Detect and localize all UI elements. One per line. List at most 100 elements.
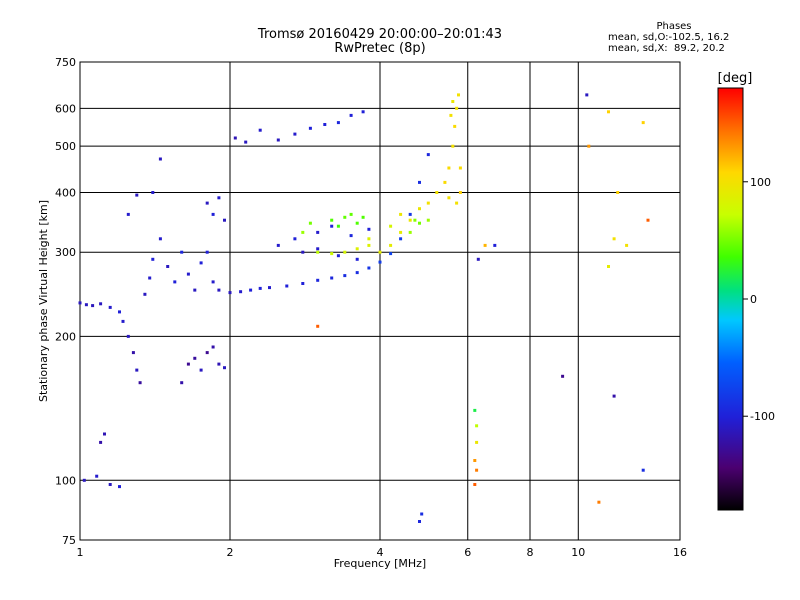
data-point-o-mode: [211, 212, 215, 216]
data-point-x-mode: [483, 243, 487, 247]
data-point-o-mode: [493, 243, 497, 247]
data-point-o-mode: [217, 196, 221, 200]
y-tick-label: 750: [55, 56, 76, 69]
data-point-x-mode: [625, 243, 629, 247]
data-point-x-mode: [330, 252, 334, 256]
data-point-x-mode: [301, 230, 305, 234]
data-point-o-mode: [233, 136, 237, 140]
x-axis-label: Frequency [MHz]: [334, 557, 426, 570]
x-tick-label: 8: [527, 546, 534, 559]
data-point-x-mode: [389, 224, 393, 228]
data-point-o-mode: [95, 474, 99, 478]
data-point-x-mode: [451, 100, 455, 103]
data-point-o-mode: [349, 113, 353, 117]
data-point-o-mode: [78, 301, 82, 305]
data-point-x-mode: [616, 191, 620, 194]
data-point-o-mode: [378, 260, 382, 264]
phases-summary: Phases mean, sd,O:-102.5, 16.2 mean, sd,…: [608, 21, 729, 54]
y-tick-label: 400: [55, 186, 76, 199]
data-point-o-mode: [426, 153, 430, 157]
data-point-x-mode: [458, 191, 462, 194]
data-point-o-mode: [173, 280, 177, 284]
data-point-x-mode: [361, 215, 365, 219]
data-point-o-mode: [367, 266, 371, 270]
data-point-o-mode: [293, 237, 297, 241]
data-point-x-mode: [389, 243, 393, 247]
data-point-o-mode: [205, 201, 209, 205]
data-point-o-mode: [476, 257, 480, 261]
data-point-o-mode: [408, 212, 412, 216]
data-point-x-mode: [413, 218, 417, 222]
colorbar-tick-label: 0: [750, 293, 757, 306]
data-point-o-mode: [126, 212, 130, 216]
y-tick-label: 300: [55, 246, 76, 259]
data-point-o-mode: [258, 128, 262, 132]
x-tick-label: 10: [571, 546, 585, 559]
data-point-o-mode: [217, 362, 221, 366]
colorbar: [deg] 100 0 -100: [717, 71, 775, 511]
data-point-o-mode: [561, 374, 565, 378]
colorbar-gradient: [717, 87, 744, 511]
data-point-o-mode: [158, 157, 162, 161]
data-point-o-mode: [135, 368, 139, 372]
x-tick-label: 2: [227, 546, 234, 559]
chart-title: Tromsø 20160429 20:00:00–20:01:43: [257, 27, 503, 42]
y-tick-label: 100: [55, 474, 76, 487]
data-point-x-mode: [646, 218, 650, 222]
data-point-o-mode: [211, 280, 215, 284]
data-point-x-mode: [367, 237, 371, 241]
data-point-x-mode: [308, 221, 312, 225]
data-point-o-mode: [158, 237, 162, 241]
data-point-o-mode: [244, 140, 248, 144]
data-point-o-mode: [121, 319, 125, 323]
data-point-x-mode: [435, 191, 439, 194]
data-point-o-mode: [223, 218, 226, 222]
data-point-x-mode: [447, 166, 451, 170]
y-tick-label: 600: [55, 102, 76, 115]
data-point-o-mode: [138, 381, 142, 385]
x-tick-label: 1: [77, 546, 84, 559]
data-point-x-mode: [418, 207, 421, 211]
data-point-o-mode: [316, 230, 320, 234]
data-point-o-mode: [389, 252, 393, 256]
data-point-o-mode: [151, 191, 155, 194]
colorbar-unit: [deg]: [718, 71, 753, 86]
data-point-o-mode: [108, 483, 112, 486]
data-point-o-mode: [276, 138, 280, 142]
data-point-x-mode: [408, 230, 412, 234]
x-tick-label: 6: [464, 546, 471, 559]
data-point-x-mode: [607, 265, 610, 268]
data-point-x-mode: [426, 201, 430, 205]
data-point-x-mode: [426, 218, 430, 222]
data-point-x-mode: [447, 196, 451, 200]
data-point-x-mode: [455, 106, 459, 110]
data-point-x-mode: [408, 218, 412, 222]
colorbar-tick-label: 100: [750, 176, 771, 189]
data-point-x-mode: [330, 218, 334, 222]
data-point-o-mode: [180, 381, 184, 385]
data-point-x-mode: [336, 224, 340, 228]
data-point-o-mode: [316, 247, 320, 251]
data-point-x-mode: [399, 212, 403, 216]
data-point-o-mode: [199, 368, 203, 372]
data-point-o-mode: [199, 261, 203, 265]
y-axis-label: Stationary phase Virtual Height [km]: [37, 200, 50, 402]
data-point-x-mode: [355, 221, 359, 225]
data-point-x-mode: [607, 110, 610, 114]
data-point-o-mode: [418, 180, 421, 184]
data-point-o-mode: [151, 257, 155, 261]
data-point-o-mode: [166, 265, 170, 268]
data-point-x-mode: [453, 124, 457, 128]
data-point-x-mode: [343, 250, 347, 254]
data-point-o-mode: [205, 250, 209, 254]
data-point-o-mode: [205, 351, 209, 355]
data-point-o-mode: [126, 334, 130, 338]
data-point-o-mode: [343, 274, 347, 278]
axis-ticks: 1 2 4 6 8 10 16 75 100 200 300 400 500 600 750: [55, 56, 687, 559]
data-point-o-mode: [82, 478, 86, 482]
chart-subtitle: RwPretec (8p): [334, 41, 426, 56]
colorbar-ticks: 100 0 -100: [743, 176, 775, 423]
data-point-o-mode: [301, 250, 305, 254]
data-point-o-mode: [108, 305, 112, 309]
y-tick-label: 75: [62, 534, 76, 547]
